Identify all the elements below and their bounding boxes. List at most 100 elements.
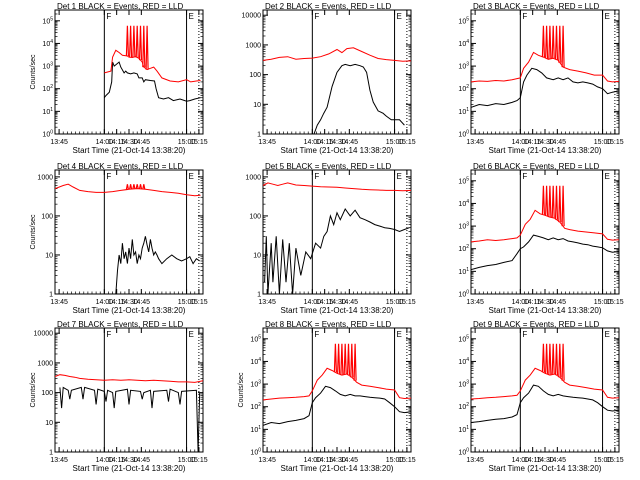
x-tick-label: 15:00: [178, 139, 196, 146]
y-tick-label: 100: [41, 213, 53, 220]
y-tick-label: 103: [458, 380, 469, 389]
x-axis-label: Start Time (21-Oct-14 13:38:20): [73, 464, 186, 473]
y-tick-label: 104: [250, 357, 261, 366]
x-tick-label: 14:45: [133, 299, 151, 306]
x-tick-label: 14:30: [536, 299, 554, 306]
marker-label: F: [314, 172, 319, 181]
lld-spike: [545, 25, 549, 59]
y-axis-label: Counts/sec: [30, 214, 37, 250]
lld-spike: [145, 25, 149, 70]
panel-title: Det 9 BLACK = Events, RED = LLD: [473, 320, 600, 329]
y-tick-label: 102: [458, 244, 469, 253]
marker-label: F: [522, 12, 527, 21]
marker-label: E: [397, 12, 402, 21]
x-tick-label: 14:30: [328, 299, 346, 306]
lld-series-line: [471, 367, 619, 400]
y-tick-label: 103: [458, 222, 469, 231]
x-tick-label: 13:45: [258, 457, 276, 464]
lld-spike: [551, 343, 555, 375]
x-axis-label: Start Time (21-Oct-14 13:38:20): [489, 146, 602, 155]
marker-label: E: [189, 172, 194, 181]
lld-spike: [561, 25, 565, 68]
x-tick-label: 15:15: [606, 299, 624, 306]
panel-title: Det 8 BLACK = Events, RED = LLD: [265, 320, 392, 329]
y-tick-label: 10: [253, 252, 261, 259]
lld-spike: [541, 343, 545, 373]
x-tick-label: 14:45: [341, 457, 359, 464]
y-tick-label: 1: [49, 450, 53, 457]
lld-spike: [142, 184, 146, 190]
x-axis-label: Start Time (21-Oct-14 13:38:20): [73, 306, 186, 315]
lld-spike: [132, 25, 136, 58]
x-tick-label: 15:00: [386, 139, 404, 146]
plot-frame: [262, 327, 412, 453]
x-tick-label: 14:45: [341, 299, 359, 306]
marker-label: F: [522, 172, 527, 181]
marker-label: E: [189, 12, 194, 21]
x-tick-label: 14:15: [108, 299, 126, 306]
marker-label: F: [106, 12, 111, 21]
y-tick-label: 100: [458, 448, 469, 457]
x-tick-label: 15:15: [190, 299, 208, 306]
x-tick-label: 14:30: [120, 139, 138, 146]
lld-spike: [138, 25, 143, 61]
x-axis-label: Start Time (21-Oct-14 13:38:20): [281, 464, 394, 473]
events-series-line: [59, 386, 201, 452]
lld-series-line: [263, 182, 411, 192]
marker-label: F: [314, 330, 319, 339]
lld-spike: [135, 184, 139, 189]
y-tick-label: 104: [458, 199, 469, 208]
y-tick-label: 103: [458, 62, 469, 71]
marker-label: E: [605, 12, 610, 21]
lld-spike: [129, 184, 133, 190]
lld-spike: [558, 185, 562, 223]
y-tick-label: 101: [458, 425, 469, 434]
plot-frame: [470, 9, 620, 135]
y-tick-label: 1000: [37, 360, 53, 367]
x-tick-label: 15:00: [178, 457, 196, 464]
y-tick-label: 101: [250, 425, 261, 434]
y-tick-label: 10: [45, 252, 53, 259]
marker-label: E: [189, 330, 194, 339]
x-tick-label: 14:45: [133, 139, 151, 146]
y-axis-label: Counts/sec: [238, 372, 245, 408]
y-tick-label: 1000: [245, 174, 261, 181]
y-tick-label: 1: [257, 132, 261, 139]
x-tick-label: 14:15: [524, 299, 542, 306]
x-tick-label: 14:15: [108, 139, 126, 146]
events-series-line: [103, 61, 201, 102]
x-tick-label: 15:00: [386, 457, 404, 464]
marker-label: E: [397, 330, 402, 339]
plot-frame: [54, 9, 204, 135]
x-tick-label: 13:45: [258, 139, 276, 146]
y-tick-label: 105: [458, 334, 469, 343]
x-tick-label: 14:30: [536, 139, 554, 146]
lld-spike: [545, 343, 549, 374]
panel-title: Det 1 BLACK = Events, RED = LLD: [57, 2, 184, 11]
lld-spike: [132, 184, 136, 190]
y-tick-label: 102: [250, 402, 261, 411]
x-axis-label: Start Time (21-Oct-14 13:38:20): [73, 146, 186, 155]
detector-panel-7: Det 7 BLACK = Events, RED = LLD 1 10 100 100…: [30, 320, 208, 473]
x-tick-label: 14:00: [96, 299, 114, 306]
plot-frame: [54, 327, 204, 453]
lld-spike: [353, 343, 357, 381]
lld-spike: [558, 25, 562, 63]
detector-panel-6: Det 6 BLACK = Events, RED = LLD 100 101 102…: [458, 162, 623, 315]
y-tick-label: 10000: [242, 13, 262, 20]
y-tick-label: 100: [250, 448, 261, 457]
events-series-line: [263, 385, 411, 426]
lld-spike: [138, 184, 143, 190]
events-series-line: [115, 236, 200, 294]
x-tick-label: 14:15: [108, 457, 126, 464]
y-tick-label: 105: [458, 176, 469, 185]
y-tick-label: 105: [250, 334, 261, 343]
y-tick-label: 101: [458, 267, 469, 276]
x-tick-label: 14:30: [328, 139, 346, 146]
panel-title: Det 2 BLACK = Events, RED = LLD: [265, 2, 392, 11]
lld-series-line: [55, 183, 201, 197]
y-tick-label: 1: [49, 292, 53, 299]
y-tick-label: 100: [249, 213, 261, 220]
x-tick-label: 15:15: [606, 139, 624, 146]
marker-label: F: [522, 330, 527, 339]
